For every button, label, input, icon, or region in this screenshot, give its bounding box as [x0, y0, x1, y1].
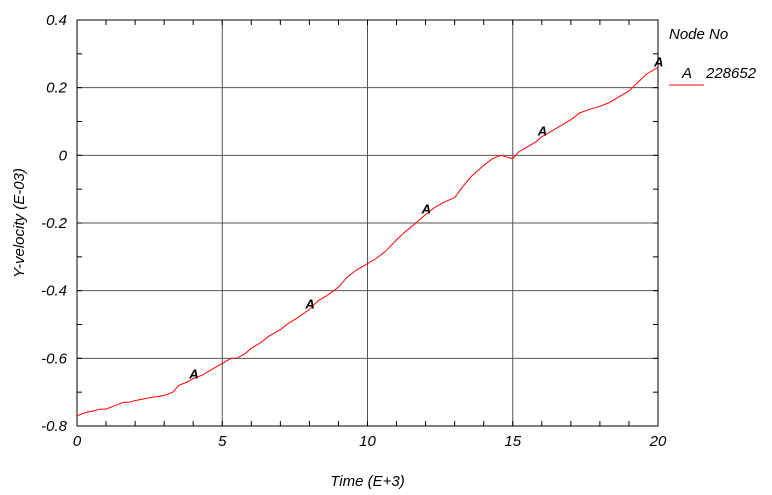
- series-line-228652: [76, 66, 659, 417]
- series-marker-label: A: [653, 54, 663, 69]
- x-tick-label: 10: [359, 433, 376, 450]
- y-tick-label: 0.2: [46, 80, 68, 97]
- legend: Node No A 228652: [669, 26, 757, 86]
- y-tick-label: 0.4: [46, 12, 67, 29]
- y-tick-label: -0.4: [41, 283, 67, 300]
- legend-marker: A: [681, 65, 692, 82]
- y-tick-label: -0.2: [41, 215, 68, 232]
- series-marker-label: A: [537, 124, 547, 139]
- x-tick-label: 0: [73, 433, 82, 450]
- plot-frame: [76, 19, 659, 427]
- legend-label: 228652: [705, 65, 757, 82]
- tick-labels: 0 5 10 15 20 -0.8 -0.6 -0.4 -0.2 0 0.2 0.4: [41, 12, 667, 450]
- y-tick-label: -0.6: [41, 350, 68, 367]
- series-marker-label: A: [188, 367, 198, 382]
- y-axis-title: Y-velocity (E-03): [11, 168, 28, 278]
- series-markers: A A A A A: [188, 54, 663, 381]
- x-axis-title: Time (E+3): [330, 473, 404, 490]
- y-tick-label: -0.8: [41, 418, 68, 435]
- x-tick-label: 20: [649, 433, 667, 450]
- series-marker-label: A: [421, 202, 431, 217]
- legend-title: Node No: [669, 26, 728, 43]
- series-marker-label: A: [304, 296, 314, 311]
- x-tick-label: 5: [218, 433, 227, 450]
- y-tick-label: 0: [59, 147, 68, 164]
- grid: [76, 19, 659, 427]
- x-tick-label: 15: [504, 433, 521, 450]
